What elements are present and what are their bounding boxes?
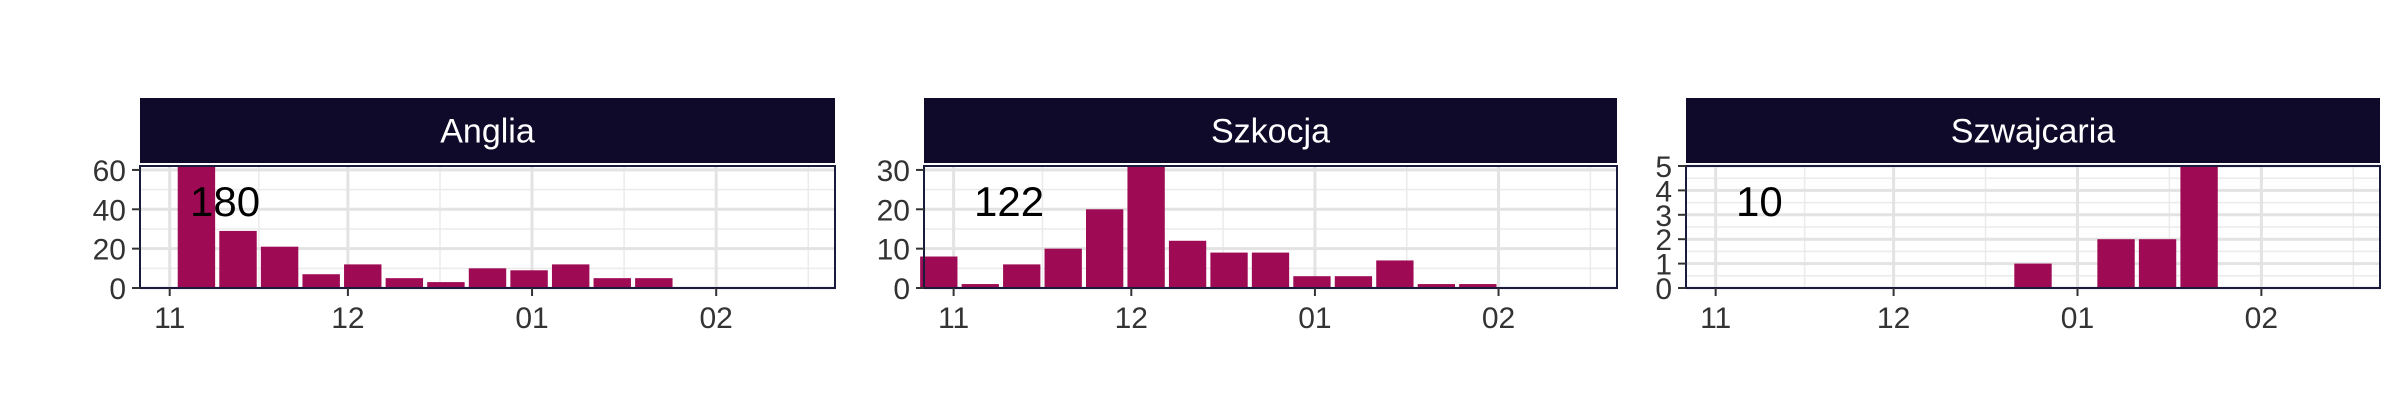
x-tick-label: 02 xyxy=(700,302,733,335)
bar xyxy=(219,230,257,288)
x-tick-label: 12 xyxy=(1115,302,1148,335)
x-tick-label: 02 xyxy=(2245,302,2278,335)
bar xyxy=(551,264,590,288)
count-label: 122 xyxy=(974,178,1044,225)
bar xyxy=(1127,166,1165,288)
bar xyxy=(302,274,340,288)
y-tick-label: 20 xyxy=(93,234,126,267)
facet-title: Szwajcaria xyxy=(1951,113,2115,151)
y-tick-label: 2 xyxy=(1655,224,1672,257)
bar xyxy=(1376,260,1414,288)
x-tick-label: 11 xyxy=(1700,302,1731,335)
x-tick-label: 02 xyxy=(1482,302,1515,335)
bar xyxy=(1168,240,1207,288)
bar xyxy=(1251,252,1290,288)
bar xyxy=(427,282,465,288)
count-label: 180 xyxy=(190,178,260,225)
x-tick-label: 12 xyxy=(1877,302,1910,335)
bar xyxy=(468,268,507,288)
panel-anglia: Anglia 180 0 20 40 60 11 12 01 02 xyxy=(93,98,836,335)
y-tick-label: 5 xyxy=(1655,151,1672,184)
bar xyxy=(260,246,299,288)
bar xyxy=(1417,284,1456,288)
panel-border xyxy=(139,165,836,289)
bar xyxy=(2097,239,2135,288)
y-tick-label: 0 xyxy=(109,273,126,306)
bar xyxy=(344,264,382,288)
y-tick-label: 0 xyxy=(1655,273,1672,306)
bar xyxy=(1003,264,1041,288)
y-tick-label: 40 xyxy=(93,194,126,227)
x-tick-label: 01 xyxy=(515,302,548,335)
count-label: 10 xyxy=(1736,178,1783,225)
bar xyxy=(1334,276,1373,288)
facet-strip xyxy=(140,98,835,163)
bar xyxy=(961,284,999,288)
facet-title: Anglia xyxy=(440,113,535,151)
bar xyxy=(1459,284,1497,288)
x-tick-label: 12 xyxy=(331,302,364,335)
x-tick-label: 11 xyxy=(938,302,969,335)
x-tick-label: 01 xyxy=(1298,302,1331,335)
bar xyxy=(2014,263,2052,288)
bar xyxy=(177,166,216,288)
panel-border xyxy=(923,165,1618,289)
y-tick-label: 4 xyxy=(1655,175,1672,208)
bar xyxy=(385,278,424,288)
bar xyxy=(635,278,673,288)
y-tick-label: 10 xyxy=(877,234,910,267)
facet-strip xyxy=(924,98,1617,163)
y-tick-label: 20 xyxy=(877,194,910,227)
y-tick-label: 0 xyxy=(893,273,910,306)
bar xyxy=(920,256,958,288)
y-tick-label: 60 xyxy=(93,155,126,188)
x-tick-label: 01 xyxy=(2061,302,2094,335)
bar xyxy=(593,278,631,288)
bar xyxy=(2138,239,2177,288)
bar xyxy=(1085,209,1124,288)
y-tick-label: 30 xyxy=(877,155,910,188)
panel-border xyxy=(1685,165,2381,289)
bar xyxy=(1044,248,1082,288)
bar xyxy=(2180,166,2218,288)
bar xyxy=(1210,252,1248,288)
facet-title: Szkocja xyxy=(1211,113,1330,151)
facet-strip xyxy=(1686,98,2380,163)
y-tick-label: 3 xyxy=(1655,200,1672,233)
y-tick-label: 1 xyxy=(1655,249,1672,282)
x-tick-label: 11 xyxy=(154,302,185,335)
panel-szkocja: Szkocja 122 0 10 20 30 11 12 01 02 xyxy=(877,98,1618,335)
bar xyxy=(510,270,548,288)
bar xyxy=(1293,276,1331,288)
